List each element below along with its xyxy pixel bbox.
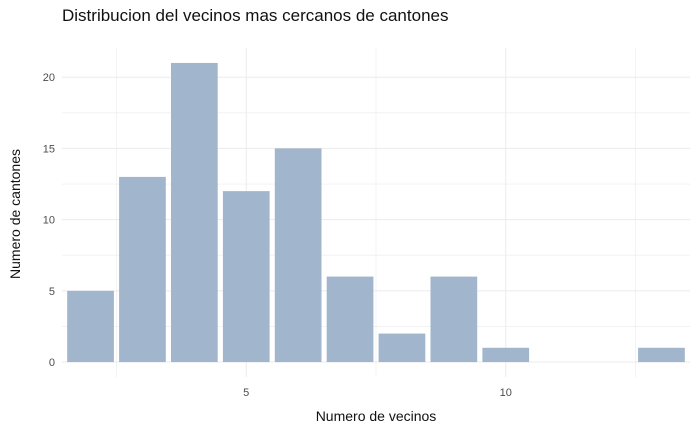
y-tick-label: 5 xyxy=(49,286,55,298)
bar xyxy=(119,176,166,363)
grid xyxy=(62,48,690,377)
x-tick-label: 5 xyxy=(243,387,249,399)
y-tick-label: 20 xyxy=(43,72,55,84)
bar xyxy=(482,347,530,363)
y-axis-title: Numero de cantones xyxy=(7,149,23,279)
x-axis-title: Numero de vecinos xyxy=(316,408,437,424)
bar xyxy=(430,276,478,363)
bar xyxy=(274,148,322,363)
y-tick-label: 15 xyxy=(43,143,55,155)
x-axis-ticks: 5 10 xyxy=(243,387,512,399)
chart-title: Distribucion del vecinos mas cercanos de… xyxy=(62,6,449,25)
bar xyxy=(638,347,685,363)
bar xyxy=(326,276,374,363)
y-tick-label: 0 xyxy=(49,357,55,369)
bars xyxy=(67,62,685,363)
y-axis-ticks: 0 5 10 15 20 xyxy=(43,72,55,369)
bar xyxy=(170,62,218,363)
bar xyxy=(222,191,270,363)
y-tick-label: 10 xyxy=(43,215,55,227)
bar xyxy=(378,333,426,363)
x-tick-label: 10 xyxy=(500,387,512,399)
bar xyxy=(67,290,114,363)
